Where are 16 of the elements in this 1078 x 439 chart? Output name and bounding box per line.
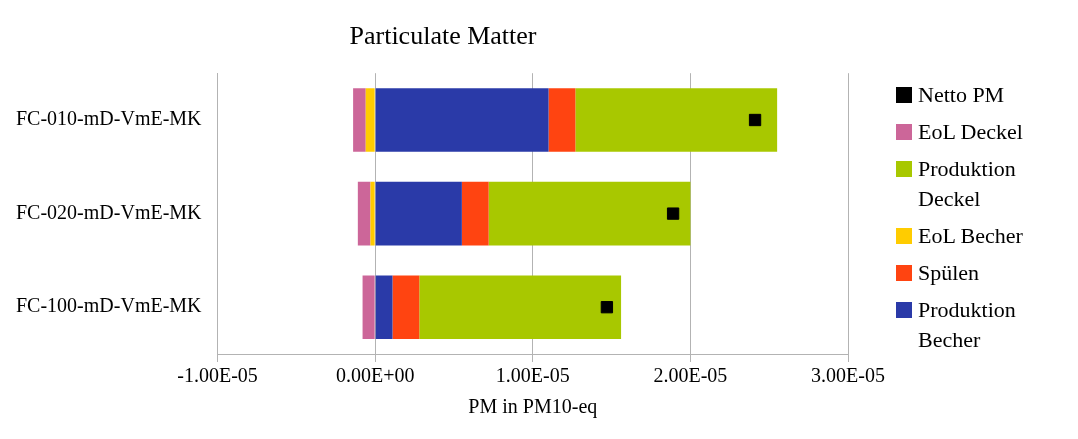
y-tick-label: FC-010-mD-VmE-MK xyxy=(16,107,203,130)
x-tick-label: 2.00E-05 xyxy=(653,364,728,387)
legend-label: Spülen xyxy=(918,259,981,287)
y-tick-label: FC-020-mD-VmE-MK xyxy=(16,200,203,223)
legend-label: Produktion Deckel xyxy=(918,155,1017,213)
x-tick-label: -1.00E-05 xyxy=(177,364,258,387)
chart-title: Particulate Matter xyxy=(349,21,537,51)
legend-label: Produktion Becher xyxy=(918,296,1017,354)
legend-label: Netto PM xyxy=(918,81,1006,109)
x-tick-label: 1.00E-05 xyxy=(495,364,570,387)
y-tick-label: FC-100-mD-VmE-MK xyxy=(16,294,203,317)
legend-label: EoL Becher xyxy=(918,222,1024,250)
x-axis-title: PM in PM10-eq xyxy=(468,395,598,419)
x-tick-label: 3.00E-05 xyxy=(811,364,886,387)
x-tick-label: 0.00E+00 xyxy=(335,364,415,387)
legend-label: EoL Deckel xyxy=(918,118,1024,146)
